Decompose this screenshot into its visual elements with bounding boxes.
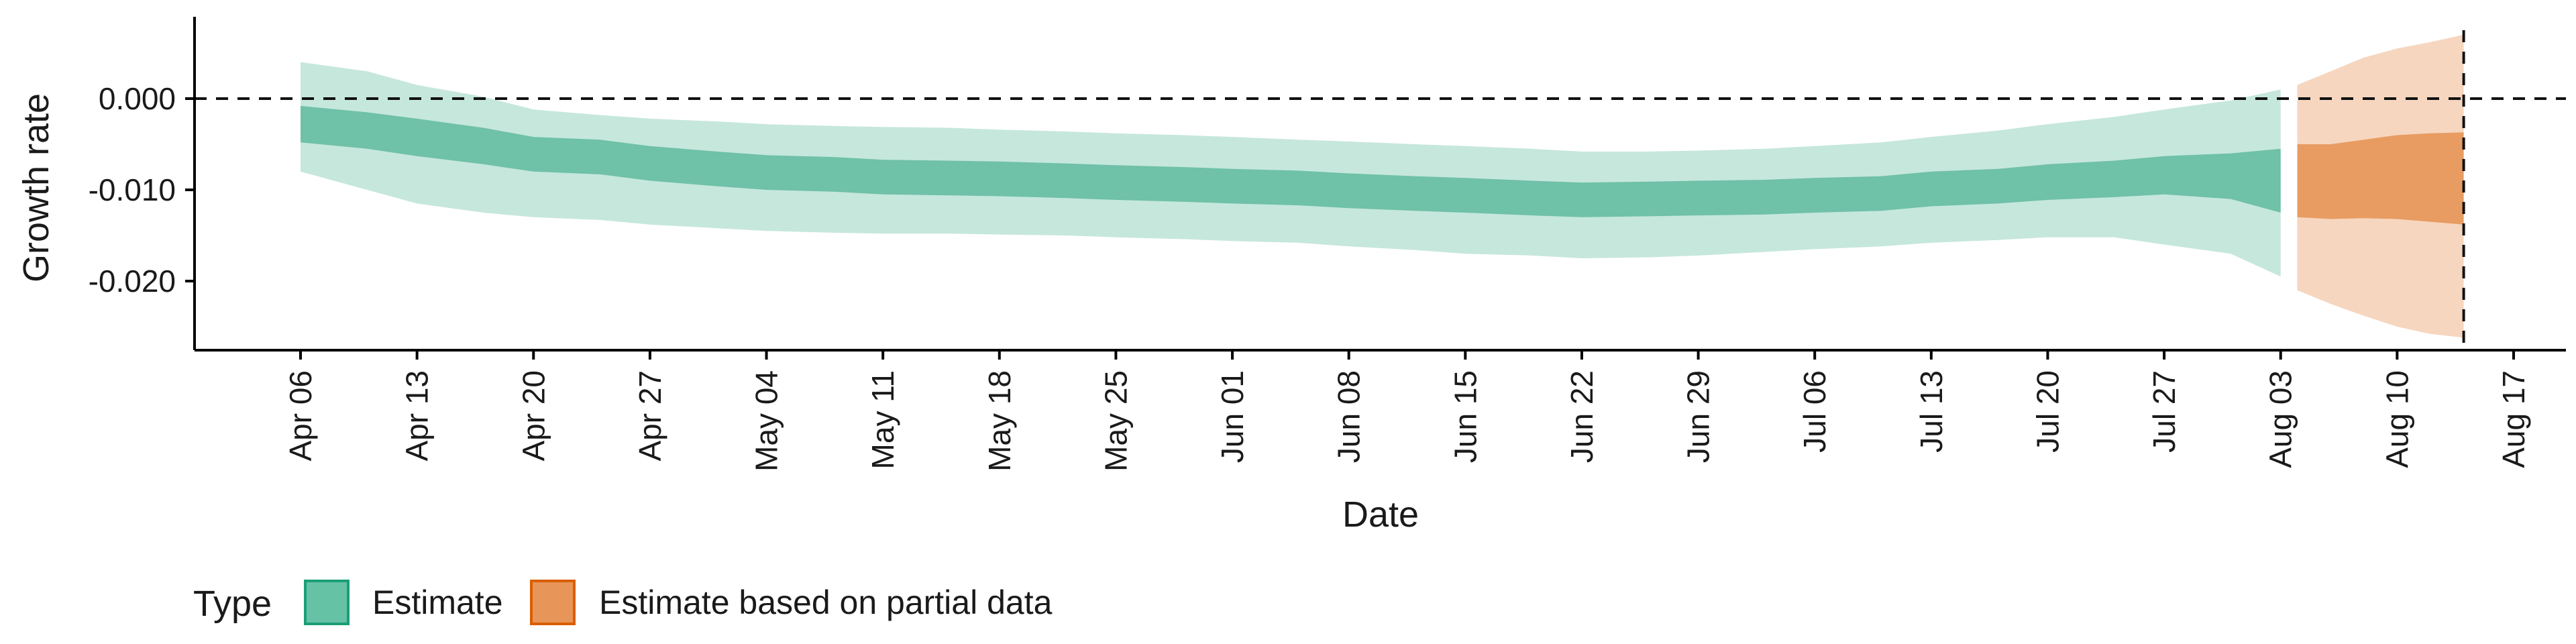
axes [193, 17, 2566, 352]
x-tick-label: Apr 13 [400, 370, 435, 462]
x-axis-title: Date [1342, 494, 1419, 535]
x-tick-label: Aug 17 [2496, 370, 2531, 468]
tick-labels: 0.000 -0.010 -0.020 Apr 06 Apr 13 Apr 20 Apr 2… [89, 81, 2531, 472]
legend-label-estimate: Estimate [372, 584, 503, 621]
ribbon-bands [301, 34, 2464, 338]
y-axis-title: Growth rate [16, 93, 56, 282]
x-tick-label: Jun 01 [1215, 370, 1250, 463]
x-tick-label: May 11 [865, 370, 900, 469]
x-tick-label: Aug 10 [2379, 370, 2414, 468]
reference-lines [195, 30, 2566, 350]
legend: Type Estimate Estimate based on partial … [193, 580, 1053, 625]
partial-inner-band [2297, 132, 2464, 225]
x-tick-label: Jul 27 [2147, 370, 2182, 453]
x-tick-label: Jul 06 [1797, 370, 1832, 453]
legend-title: Type [193, 584, 272, 624]
y-tick-label: 0.000 [99, 81, 176, 116]
x-tick-label: Aug 03 [2263, 370, 2298, 468]
legend-swatch-estimate [304, 580, 350, 625]
x-tick-label: Jun 29 [1681, 370, 1716, 463]
x-tick-label: Apr 27 [633, 370, 667, 462]
x-tick-label: May 04 [749, 370, 784, 472]
x-tick-label: Jun 15 [1448, 370, 1483, 463]
legend-swatch-partial [530, 580, 576, 625]
x-tick-label: Jul 20 [2031, 370, 2065, 453]
x-tick-label: May 25 [1098, 370, 1133, 472]
x-tick-label: Apr 06 [283, 370, 318, 462]
x-tick-label: Jul 13 [1914, 370, 1949, 453]
x-tick-label: Jun 22 [1564, 370, 1599, 463]
estimate-outer-band [301, 62, 2281, 277]
x-tick-label: May 18 [982, 370, 1017, 472]
legend-label-partial: Estimate based on partial data [599, 584, 1053, 621]
estimate-inner-band [301, 105, 2281, 217]
y-tick-label: -0.010 [89, 172, 176, 207]
x-tick-label: Jun 08 [1332, 370, 1366, 463]
y-tick-label: -0.020 [89, 264, 176, 299]
x-tick-label: Apr 20 [516, 370, 551, 462]
